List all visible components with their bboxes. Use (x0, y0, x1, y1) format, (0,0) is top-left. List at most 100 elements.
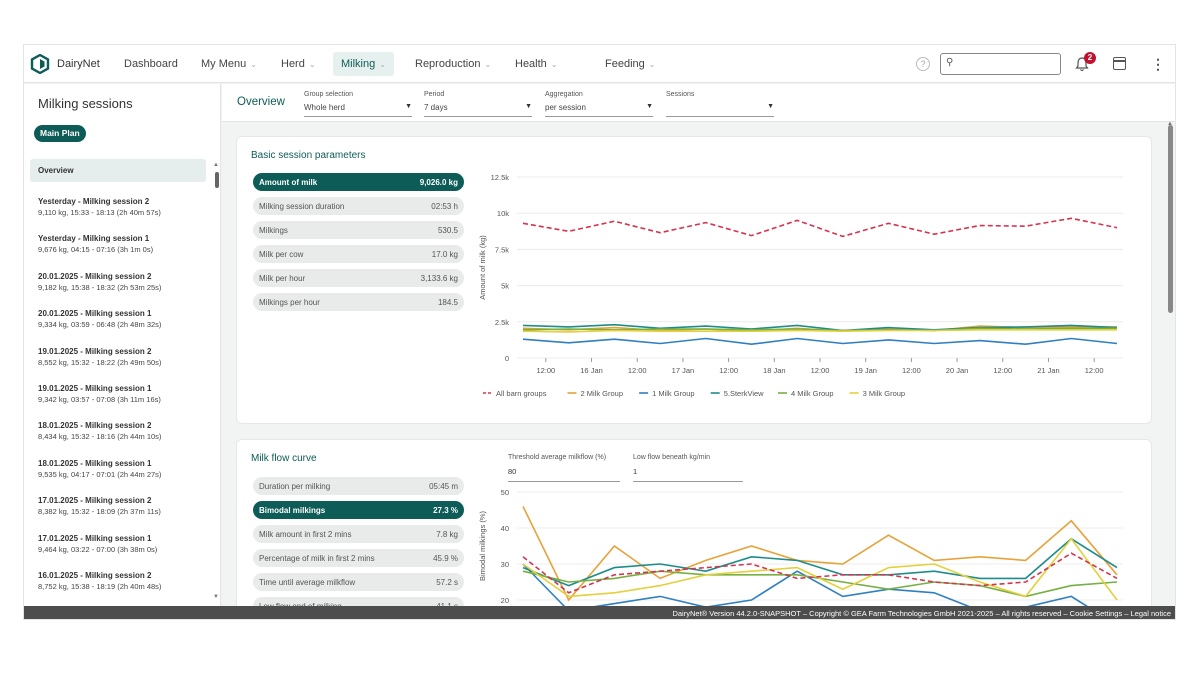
scroll-up-icon[interactable]: ▲ (213, 162, 219, 168)
nav-item-my-menu[interactable]: My Menu ⌄ (193, 52, 265, 76)
parameter-label: Amount of milk (259, 177, 318, 187)
search-input[interactable] (959, 56, 1055, 72)
x-tick-label: 19 Jan (854, 366, 877, 375)
nav-item-label: Herd (281, 58, 305, 70)
scroll-up-icon[interactable]: ▲ (1167, 121, 1173, 127)
parameter-bimodal-milkings[interactable]: Bimodal milkings 27.3 % (253, 501, 464, 519)
parameter-milk-amount-in-first-2-mins[interactable]: Milk amount in first 2 mins 7.8 kg (253, 525, 464, 543)
session-list-item[interactable]: 20.01.2025 - Milking session 2 9,182 kg, … (30, 266, 206, 303)
parameter-milkings-per-hour[interactable]: Milkings per hour 184.5 (253, 293, 464, 311)
period-value: 7 days (424, 103, 448, 112)
dairynet-logo-icon[interactable] (30, 54, 50, 74)
chevron-down-icon: ▼ (646, 103, 653, 110)
y-tick-label: 5k (501, 282, 509, 291)
x-tick-label: 12:00 (902, 366, 921, 375)
nav-item-herd[interactable]: Herd ⌄ (273, 52, 324, 76)
nav-item-label: Reproduction (415, 58, 481, 70)
threshold-field[interactable]: Threshold average milkflow (%) 80 (508, 454, 620, 482)
parameter-duration-per-milking[interactable]: Duration per milking 05:45 m (253, 477, 464, 495)
session-list-item[interactable]: Yesterday - Milking session 1 9,676 kg, 0… (30, 228, 206, 265)
legend-label: All barn groups (496, 389, 547, 398)
chevron-down-icon: ▼ (767, 103, 774, 110)
series-line-3-milk-group (522, 537, 1118, 601)
footer: DairyNet® Version 44.2.0-SNAPSHOT – Copy… (24, 606, 1175, 619)
series-line-4-milk-group (522, 327, 1117, 332)
sidebar: Milking sessions Main Plan ▲ Overview Yes… (24, 84, 221, 606)
chevron-down-icon: ▼ (405, 103, 412, 110)
parameter-amount-of-milk[interactable]: Amount of milk 9,026.0 kg (253, 173, 464, 191)
legend-entry: 5.SterkView (710, 389, 764, 398)
threshold-value: 80 (508, 467, 517, 476)
nav-item-feeding[interactable]: Feeding ⌄ (597, 52, 663, 76)
series-line-5-sterkview (522, 537, 1118, 587)
session-list-item[interactable]: 20.01.2025 - Milking session 1 9,334 kg, … (30, 303, 206, 340)
session-title: 20.01.2025 - Milking session 1 (38, 309, 152, 319)
session-summary: 9,334 kg, 03:59 - 06:48 (2h 48m 32s) (38, 320, 162, 330)
sidebar-item-overview[interactable]: Overview (30, 159, 206, 182)
x-tick-label: 12:00 (1085, 366, 1104, 375)
chevron-down-icon: ⌄ (308, 60, 316, 69)
sessions-field[interactable]: Sessions ▼ (666, 89, 774, 117)
y-tick-label: 10k (497, 209, 509, 218)
parameter-milk-per-cow[interactable]: Milk per cow 17.0 kg (253, 245, 464, 263)
session-list-item[interactable]: 17.01.2025 - Milking session 1 9,464 kg, … (30, 528, 206, 565)
scroll-down-icon[interactable]: ▼ (213, 594, 219, 600)
calendar-icon[interactable] (1113, 57, 1126, 70)
session-summary: 9,342 kg, 03:57 - 07:08 (3h 11m 16s) (38, 394, 161, 404)
aggregation-value: per session (545, 103, 586, 112)
help-icon[interactable]: ? (916, 57, 930, 71)
parameter-time-until-average-milkflow[interactable]: Time until average milkflow 57.2 s (253, 573, 464, 591)
sidebar-title: Milking sessions (38, 96, 133, 111)
parameter-value: 45.9 % (433, 553, 458, 563)
nav-item-label: Feeding (605, 58, 645, 70)
session-list-item[interactable]: 18.01.2025 - Milking session 2 8,434 kg, … (30, 415, 206, 452)
chevron-down-icon: ▼ (525, 103, 532, 110)
parameter-percentage-of-milk-in-first-2-mins[interactable]: Percentage of milk in first 2 mins 45.9 % (253, 549, 464, 567)
parameter-label: Percentage of milk in first 2 mins (259, 553, 375, 563)
parameter-label: Milk amount in first 2 mins (259, 529, 352, 539)
content-scrollbar[interactable] (1168, 125, 1173, 313)
more-menu-icon[interactable]: ⋮ (1151, 56, 1165, 72)
session-title: Yesterday - Milking session 2 (38, 197, 150, 206)
chevron-down-icon: ⌄ (550, 60, 558, 69)
session-list-item[interactable]: 19.01.2025 - Milking session 1 9,342 kg, … (30, 378, 206, 415)
legend-entry: All barn groups (483, 389, 547, 398)
low-flow-label: Low flow beneath kg/min (633, 454, 711, 461)
nav-item-label: Health (515, 58, 547, 70)
nav-item-milking[interactable]: Milking ⌄ (333, 52, 394, 76)
session-list-item[interactable]: 16.01.2025 - Milking session 2 8,752 kg, … (30, 565, 206, 602)
session-list-item[interactable]: 19.01.2025 - Milking session 2 8,552 kg, … (30, 341, 206, 378)
group-selection-label: Group selection (304, 91, 354, 98)
legend-entry: 4 Milk Group (778, 389, 834, 398)
session-summary: 8,434 kg, 15:32 - 18:16 (2h 44m 10s) (38, 432, 162, 442)
search-box[interactable]: ⚲ (940, 53, 1061, 75)
nav-item-reproduction[interactable]: Reproduction ⌄ (407, 52, 499, 76)
parameter-milkings[interactable]: Milkings 530.5 (253, 221, 464, 239)
main-plan-chip[interactable]: Main Plan (34, 125, 86, 142)
milk-flow-curve-card: Milk flow curve Threshold average milkfl… (236, 439, 1152, 619)
parameter-milk-per-hour[interactable]: Milk per hour 3,133.6 kg (253, 269, 464, 287)
brand-name[interactable]: DairyNet (57, 58, 100, 70)
session-list-item[interactable]: 18.01.2025 - Milking session 1 9,535 kg, … (30, 453, 206, 490)
session-title: 19.01.2025 - Milking session 1 (38, 383, 152, 393)
card-title: Milk flow curve (251, 453, 317, 464)
period-field[interactable]: Period 7 days ▼ (424, 89, 532, 117)
parameter-milking-session-duration[interactable]: Milking session duration 02:53 h (253, 197, 464, 215)
aggregation-field[interactable]: Aggregation per session ▼ (545, 89, 653, 117)
y-tick-label: 30 (501, 560, 509, 569)
sidebar-scrollbar[interactable] (215, 172, 219, 188)
parameter-value: 7.8 kg (436, 529, 458, 539)
x-tick-label: 12:00 (628, 366, 647, 375)
y-tick-label: 50 (501, 488, 509, 497)
low-flow-field[interactable]: Low flow beneath kg/min 1 (633, 454, 743, 482)
parameter-label: Milk per cow (259, 249, 304, 259)
nav-item-dashboard[interactable]: Dashboard (116, 52, 186, 76)
group-selection-field[interactable]: Group selection Whole herd ▼ (304, 89, 412, 117)
session-list-item[interactable]: Yesterday - Milking session 2 9,110 kg, 1… (30, 191, 206, 228)
y-tick-label: 7.5k (495, 245, 509, 254)
session-summary: 8,382 kg, 15:32 - 18:09 (2h 37m 11s) (38, 507, 161, 517)
nav-item-health[interactable]: Health ⌄ (507, 52, 566, 76)
card-title: Basic session parameters (251, 150, 366, 161)
parameter-label: Milking session duration (259, 201, 345, 211)
session-list-item[interactable]: 17.01.2025 - Milking session 2 8,382 kg, … (30, 490, 206, 527)
